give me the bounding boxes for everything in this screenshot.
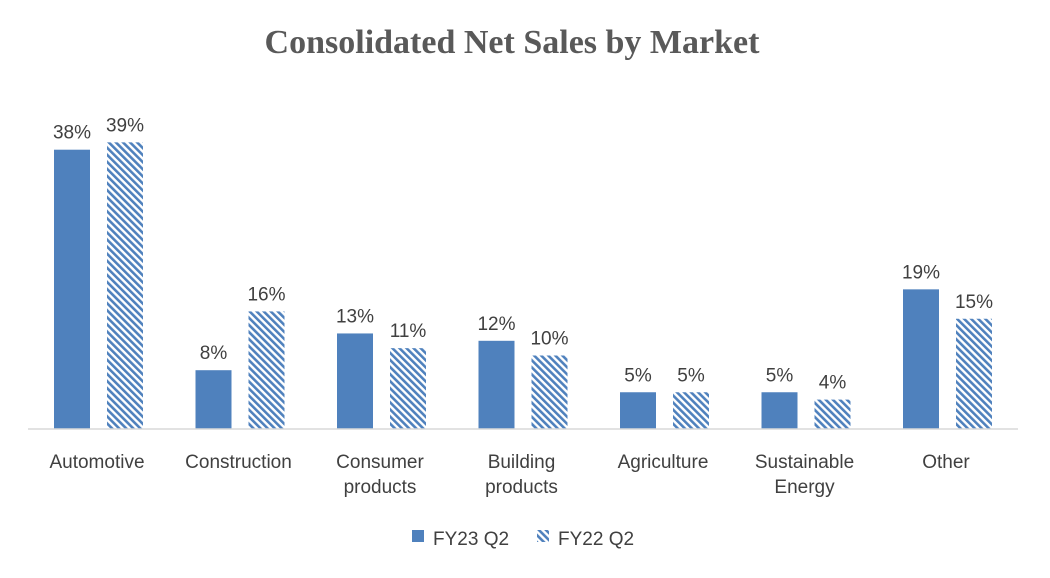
category-label-consumer-products-line2: products <box>344 477 417 498</box>
data-label-fy22-q2-other: 15% <box>955 292 993 313</box>
bar-fy22-q2-building-products <box>531 355 568 429</box>
data-label-fy22-q2-sustainable-energy: 4% <box>819 373 847 394</box>
bar-fy23-q2-agriculture <box>620 392 656 429</box>
category-label-sustainable-energy-line2: Energy <box>774 477 835 498</box>
bar-fy23-q2-consumer-products <box>337 333 373 429</box>
bar-fy23-q2-construction <box>195 370 232 429</box>
legend: FY23 Q2 FY22 Q2 <box>412 529 634 550</box>
data-label-fy22-q2-agriculture: 5% <box>677 365 705 386</box>
legend-label-fy23-q2: FY23 Q2 <box>433 529 509 550</box>
data-label-fy22-q2-automotive: 39% <box>106 115 144 136</box>
category-label-construction: Construction <box>185 452 292 473</box>
bar-fy22-q2-other <box>956 318 992 429</box>
plot-area: 38% 39% 8% 16% 13% 11% 12% 10% 5% 5% 5% 4% 19% 15% <box>53 115 993 429</box>
data-label-fy22-q2-building-products: 10% <box>530 329 568 350</box>
category-label-building-products-line2: products <box>485 477 558 498</box>
category-label-automotive: Automotive <box>49 452 144 473</box>
category-label-consumer-products-line1: Consumer <box>336 452 424 473</box>
category-label-building-products-line1: Building <box>488 452 556 473</box>
bar-fy23-q2-other <box>903 289 939 429</box>
data-label-fy22-q2-consumer-products: 11% <box>390 321 427 342</box>
bar-fy23-q2-sustainable-energy <box>761 392 798 429</box>
data-label-fy23-q2-sustainable-energy: 5% <box>766 365 794 386</box>
legend-swatch-fy22-q2 <box>537 530 549 542</box>
data-label-fy22-q2-construction: 16% <box>247 284 285 305</box>
bar-fy22-q2-agriculture <box>673 392 709 429</box>
bar-fy23-q2-automotive <box>54 149 90 429</box>
data-label-fy23-q2-building-products: 12% <box>477 314 515 335</box>
data-label-fy23-q2-agriculture: 5% <box>624 365 652 386</box>
chart-title: Consolidated Net Sales by Market <box>265 24 761 61</box>
bar-fy22-q2-consumer-products <box>390 348 426 429</box>
category-label-agriculture: Agriculture <box>618 452 709 473</box>
category-label-sustainable-energy-line1: Sustainable <box>755 452 854 473</box>
category-label-other: Other <box>922 452 970 473</box>
legend-swatch-fy23-q2 <box>412 530 424 542</box>
bar-fy22-q2-construction <box>248 311 285 429</box>
legend-label-fy22-q2: FY22 Q2 <box>558 529 634 550</box>
category-labels: Automotive Construction Consumer products Bu… <box>49 452 970 498</box>
data-label-fy23-q2-construction: 8% <box>200 343 228 364</box>
data-label-fy23-q2-automotive: 38% <box>53 123 91 144</box>
data-label-fy23-q2-consumer-products: 13% <box>336 306 374 327</box>
bar-fy22-q2-sustainable-energy <box>814 399 851 429</box>
bar-fy23-q2-building-products <box>478 340 515 429</box>
bar-fy22-q2-automotive <box>107 142 143 429</box>
data-label-fy23-q2-other: 19% <box>902 262 940 283</box>
